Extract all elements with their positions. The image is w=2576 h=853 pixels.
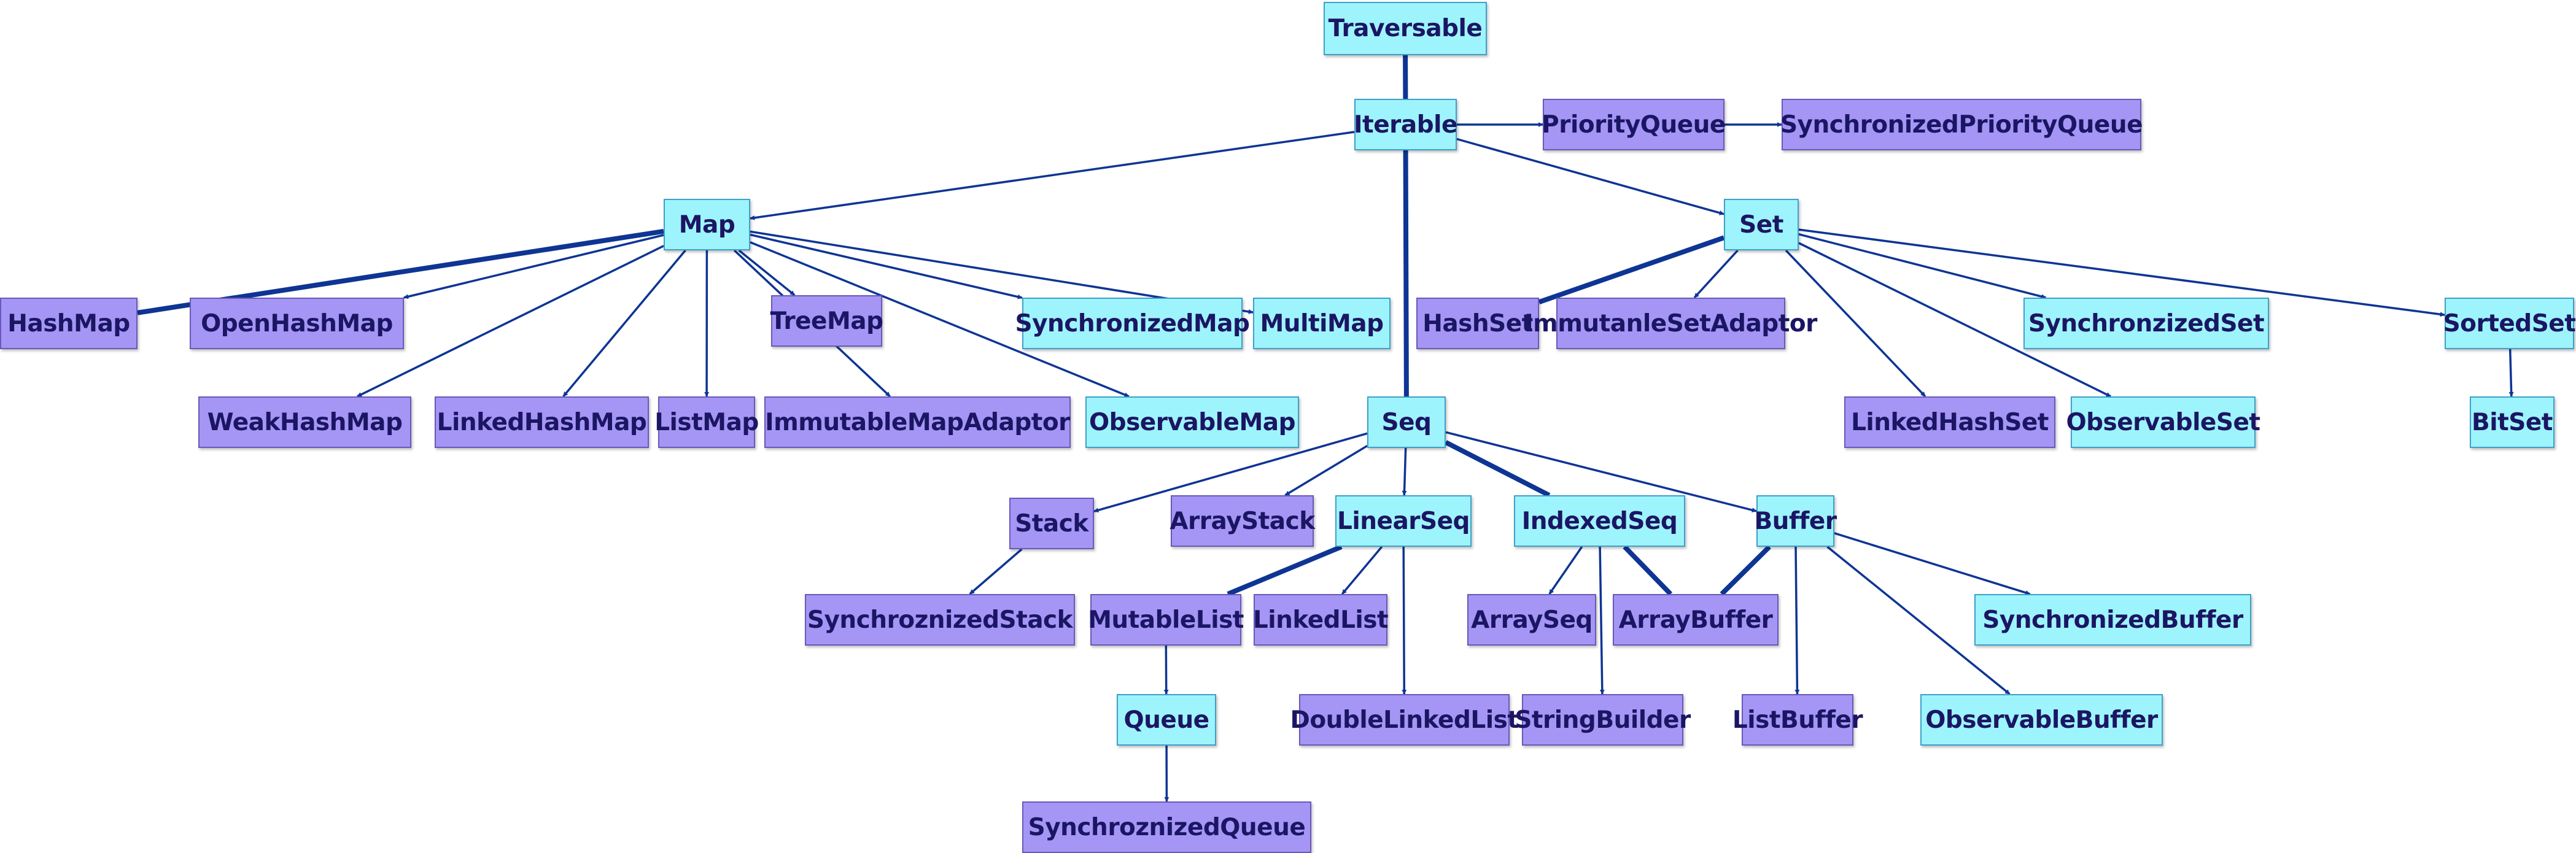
edge-map-to-linked-hash-map [562,249,686,398]
node-tree-map: TreeMap [770,295,883,347]
node-array-stack: ArrayStack [1170,495,1315,547]
node-multi-map: MultiMap [1253,298,1391,349]
node-observable-buffer: ObservableBuffer [1920,694,2163,746]
node-bit-set: BitSet [2470,396,2555,448]
node-hash-map: HashMap [0,298,138,349]
edge-set-to-immutanle-set-adaptor [1693,249,1739,299]
edge-buffer-to-list-buffer [1794,546,1800,695]
edge-seq-to-stack [1093,432,1368,513]
edge-set-to-synchronized-set [1798,233,2047,299]
node-synchronized-buffer: SynchronizedBuffer [1974,594,2251,646]
edge-seq-to-linear-seq [1402,447,1407,496]
node-hash-set: HashSet [1416,298,1539,349]
node-linked-hash-set: LinkedHashSet [1844,396,2055,448]
node-string-builder: StringBuilder [1515,694,1691,746]
node-map: Map [664,199,750,250]
node-mutable-list: MutableList [1088,594,1244,646]
edge-seq-to-array-stack [1284,445,1368,496]
node-list-map: ListMap [654,396,759,448]
edge-linear-seq-to-mutable-list [1227,544,1343,596]
node-iterable: Iterable [1354,99,1457,150]
edge-stack-to-synchronized-stack [969,548,1023,595]
node-synchronized-stack: SynchroznizedStack [805,594,1075,646]
edge-indexed-seq-to-array-buffer [1623,545,1673,596]
edge-buffer-to-synchronized-buffer [1834,532,2031,595]
node-priority-queue: PriorityQueue [1542,99,1726,150]
edge-map-to-synchronized-map [750,233,1023,299]
node-weak-hash-map: WeakHashMap [198,396,411,448]
edge-iterable-to-map [750,131,1355,220]
edge-map-to-observable-map [750,241,1130,398]
edge-set-to-sorted-set [1798,228,2445,317]
edge-iterable-to-set [1456,137,1724,215]
edge-seq-to-indexed-seq [1445,440,1551,498]
edge-map-to-weak-hash-map [357,245,664,398]
node-indexed-seq: IndexedSeq [1514,495,1685,547]
edge-buffer-to-array-buffer [1720,545,1771,596]
node-synchronized-map: SynchronizedMap [1015,298,1250,349]
edge-map-to-tree-map [738,249,796,296]
node-observable-map: ObservableMap [1085,396,1299,448]
edge-sorted-set-to-bit-set [2508,349,2514,397]
edge-linear-seq-to-double-linked-list [1402,546,1407,695]
edge-indexed-seq-to-array-seq [1548,546,1583,595]
node-synchronized-priority-queue: SynchronizedPriorityQueue [1780,99,2143,150]
node-stack: Stack [1009,498,1094,549]
node-linked-hash-map: LinkedHashMap [435,396,649,448]
node-array-buffer: ArrayBuffer [1613,594,1779,646]
edge-linear-seq-to-linked-list [1341,546,1383,595]
node-double-linked-list: DoubleLinkedList [1290,694,1519,746]
node-seq: Seq [1367,396,1446,448]
node-linear-seq: LinearSeq [1335,495,1472,547]
node-synchronized-set: SynchronzizedSet [2023,298,2269,349]
edge-map-to-open-hash-map [403,234,664,299]
node-array-seq: ArraySeq [1467,594,1596,646]
node-buffer: Buffer [1754,495,1837,547]
node-linked-list: LinkedList [1253,594,1389,646]
node-set: Set [1724,199,1799,250]
edge-indexed-seq-to-string-builder [1599,546,1605,695]
node-synchronized-queue: SynchroznizedQueue [1022,801,1311,853]
node-observable-set: ObservableSet [2066,396,2260,448]
node-sorted-set: SortedSet [2443,298,2576,349]
node-queue: Queue [1117,694,1216,746]
edge-set-to-observable-set [1798,242,2111,398]
edge-set-to-hash-set [1538,235,1725,304]
edge-seq-to-buffer [1445,431,1757,513]
node-open-hash-map: OpenHashMap [190,298,404,349]
node-traversable: Traversable [1324,2,1487,55]
node-immutanle-set-adaptor: ImmutanleSetAdaptor [1524,298,1817,349]
node-list-buffer: ListBuffer [1732,694,1863,746]
edge-set-to-linked-hash-set [1785,249,1926,398]
edge-buffer-to-observable-buffer [1826,546,2011,695]
node-immutable-map-adaptor: ImmutableMapAdaptor [764,396,1071,448]
